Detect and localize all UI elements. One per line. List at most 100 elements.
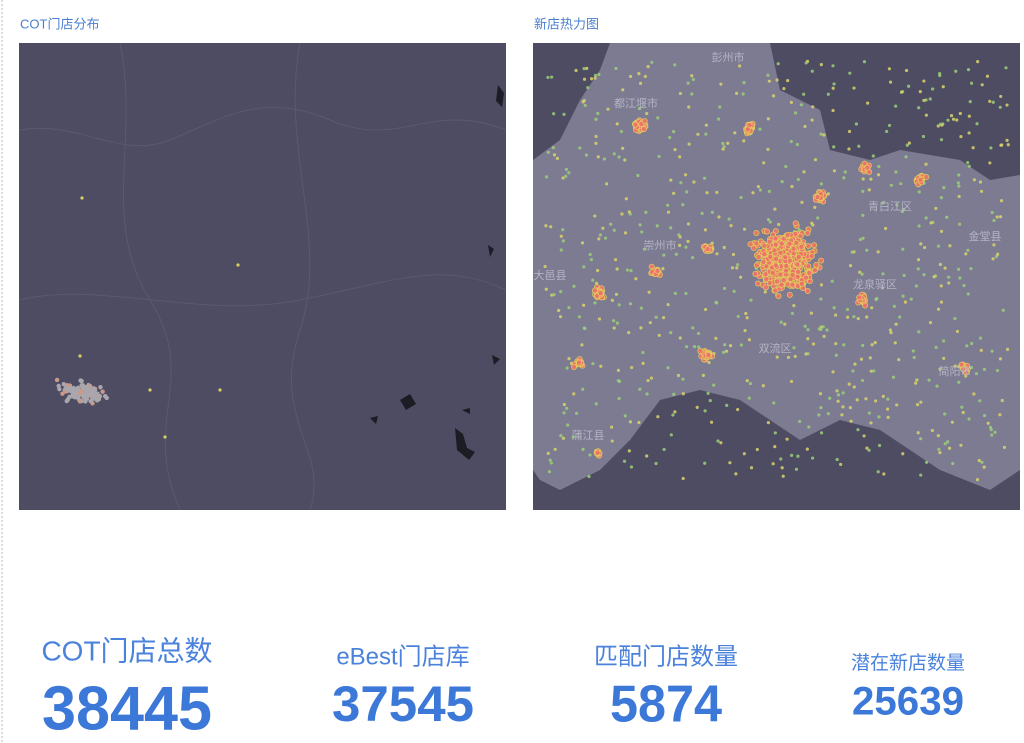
heat-dot: [899, 90, 904, 94]
heat-dot: [780, 180, 784, 184]
heat-dot: [668, 135, 672, 140]
heat-dot: [818, 392, 823, 396]
heat-dot: [789, 379, 794, 384]
heat-dot: [588, 453, 592, 457]
place-label: 金堂县: [969, 229, 1002, 243]
heat-dot: [943, 442, 947, 446]
heat-dot: [722, 286, 727, 291]
heat-dot: [830, 279, 834, 283]
panel-title: COT门店分布: [20, 16, 99, 31]
heat-dot: [841, 391, 845, 395]
heat-dot: [961, 410, 965, 415]
heat-dot: [703, 176, 707, 180]
heat-dot: [677, 233, 681, 237]
heat-dot: [966, 292, 970, 296]
heat-dot: [956, 181, 960, 185]
heat-dot: [657, 154, 661, 159]
heat-dot: [714, 336, 718, 340]
heat-dot: [946, 118, 950, 122]
heat-dot: [807, 425, 811, 429]
heat-dot: [907, 84, 911, 88]
heat-dot: [705, 246, 710, 252]
heat-dot: [687, 142, 691, 146]
heat-dot: [641, 126, 647, 132]
heat-dot: [826, 92, 830, 96]
heat-dot: [779, 320, 783, 324]
heat-dot: [942, 356, 946, 360]
heat-dot: [859, 357, 864, 361]
heat-dot: [633, 122, 638, 127]
heat-dot: [692, 344, 697, 349]
heat-dot: [656, 116, 660, 120]
heat-dot: [594, 402, 598, 406]
heat-dot: [813, 205, 817, 209]
heat-dot: [959, 134, 963, 139]
heat-dot: [942, 339, 946, 343]
store-dot: [57, 386, 62, 392]
heat-dot: [867, 448, 871, 452]
heat-dot: [544, 175, 549, 179]
heat-dot: [870, 343, 874, 347]
heat-dot: [982, 367, 987, 372]
heat-dot: [990, 349, 994, 353]
heat-dot: [992, 218, 996, 223]
heat-dot: [925, 460, 929, 464]
heat-dot: [977, 458, 981, 463]
heat-dot: [982, 465, 986, 469]
heat-dot: [955, 329, 960, 334]
heat-dot: [914, 381, 918, 385]
heat-dot: [574, 411, 579, 415]
heat-dot: [957, 194, 961, 199]
heat-dot: [671, 413, 675, 417]
heat-dot: [872, 369, 876, 373]
heat-dot: [767, 79, 771, 83]
heat-dot: [873, 340, 877, 345]
store-dot: [78, 354, 82, 358]
heat-dot: [582, 265, 586, 269]
heat-dot: [637, 106, 642, 111]
heat-dot: [775, 78, 779, 82]
heat-dot: [939, 138, 944, 142]
heat-dot: [842, 176, 846, 180]
heat-dot: [678, 243, 682, 248]
heat-dot: [708, 398, 712, 403]
heat-dot: [877, 415, 881, 419]
heat-dot: [686, 81, 690, 85]
kpi-value: 5874: [610, 676, 722, 734]
heat-dot: [790, 453, 794, 457]
heat-dot: [881, 394, 885, 398]
heat-dot: [715, 301, 719, 305]
heat-dot: [749, 466, 754, 470]
heat-dot: [768, 254, 773, 260]
heat-dot: [815, 194, 820, 200]
heat-dot: [962, 283, 966, 288]
heat-dot: [856, 295, 862, 300]
heat-dot: [841, 405, 845, 409]
heat-dot: [1002, 445, 1007, 449]
heat-dot: [772, 288, 778, 293]
heat-dot: [755, 447, 759, 452]
heat-dot: [888, 80, 893, 84]
heat-dot: [789, 100, 794, 104]
heat-dot: [893, 341, 897, 345]
heat-dot: [606, 107, 610, 111]
heat-dot: [562, 402, 566, 407]
heat-dot: [888, 328, 892, 332]
heat-dot: [814, 262, 819, 268]
heat-dot: [989, 146, 993, 150]
heat-dot: [825, 328, 829, 332]
heat-dot: [629, 465, 634, 469]
heat-dot: [866, 169, 872, 175]
heat-dot: [819, 63, 823, 67]
heat-dot: [928, 97, 932, 101]
heat-dot: [629, 269, 633, 273]
heat-dot: [692, 180, 696, 184]
heat-dot: [811, 105, 815, 109]
heat-dot: [959, 362, 964, 367]
heat-dot: [792, 304, 796, 308]
heat-dot: [599, 364, 603, 368]
heat-dot: [754, 263, 759, 268]
heat-dot: [803, 324, 807, 328]
heat-dot: [770, 270, 775, 276]
heat-dot: [870, 306, 874, 310]
